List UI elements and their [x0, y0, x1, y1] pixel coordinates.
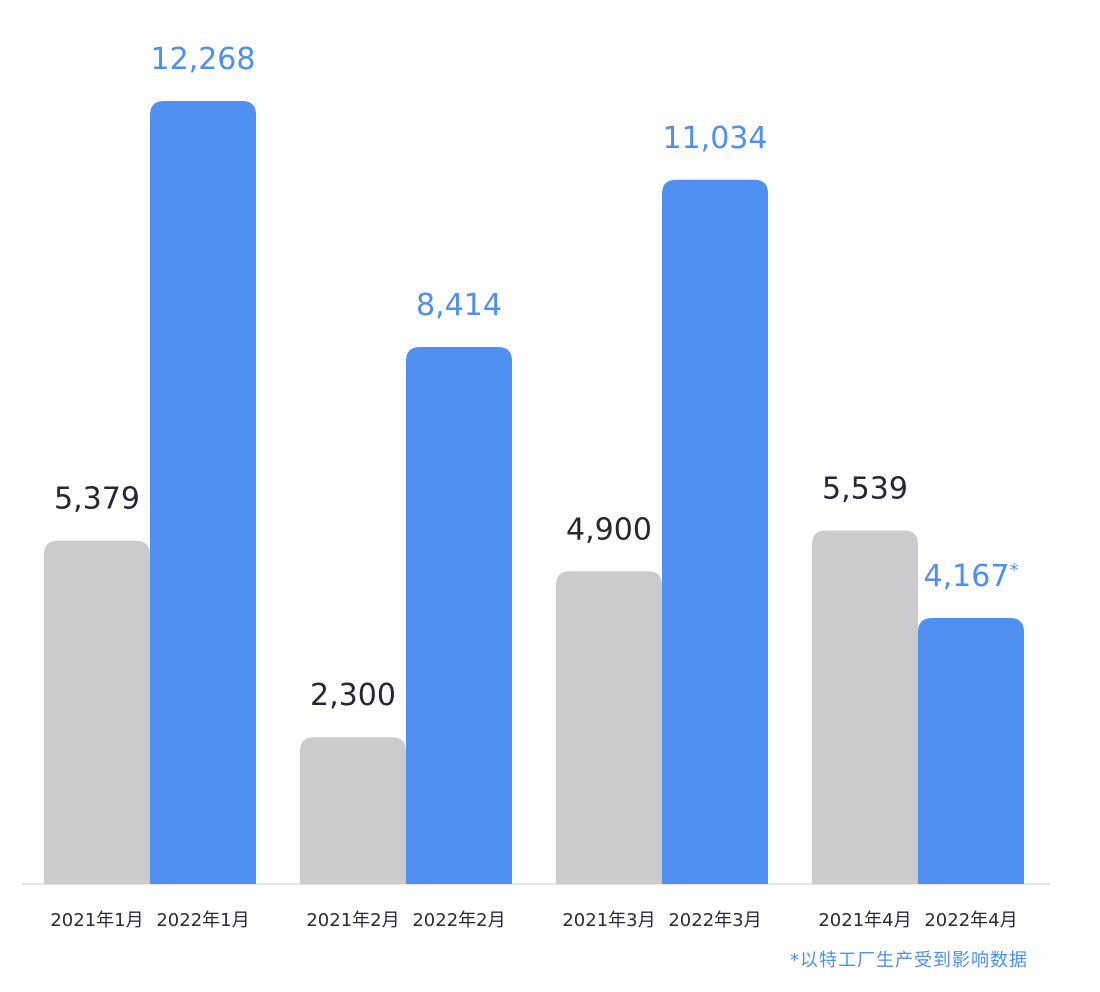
bar-2022年2月: [406, 346, 512, 884]
footnote-marker: *: [1009, 560, 1018, 581]
bar-2021年3月: [556, 571, 662, 884]
bar-2022年1月: [150, 101, 256, 884]
category-label-2022年3月: 2022年3月: [668, 910, 761, 931]
category-label-2022年4月: 2022年4月: [924, 910, 1017, 931]
value-label-2022年4月: 4,167*: [924, 559, 1019, 594]
bar-2021年4月: [812, 530, 918, 884]
bar-2022年3月: [662, 179, 768, 885]
bar-2022年4月: [918, 618, 1024, 884]
chart-footnote: *以特工厂生产受到影响数据: [790, 950, 1028, 971]
category-label-2021年4月: 2021年4月: [818, 910, 911, 931]
category-label-2022年1月: 2022年1月: [156, 910, 249, 931]
category-label-2021年1月: 2021年1月: [50, 910, 143, 931]
value-label-2021年4月: 5,539: [822, 471, 908, 506]
bar-2021年2月: [300, 737, 406, 884]
value-label-2022年3月: 11,034: [663, 121, 768, 156]
category-label-2021年3月: 2021年3月: [562, 910, 655, 931]
value-label-2022年2月: 8,414: [416, 288, 502, 323]
value-label-2021年2月: 2,300: [310, 678, 396, 713]
category-label-2021年2月: 2021年2月: [306, 910, 399, 931]
bar-2021年1月: [44, 540, 150, 884]
value-label-2022年1月: 12,268: [151, 42, 256, 77]
category-label-2022年2月: 2022年2月: [412, 910, 505, 931]
value-label-2021年3月: 4,900: [566, 512, 652, 547]
value-label-2021年1月: 5,379: [54, 482, 140, 517]
